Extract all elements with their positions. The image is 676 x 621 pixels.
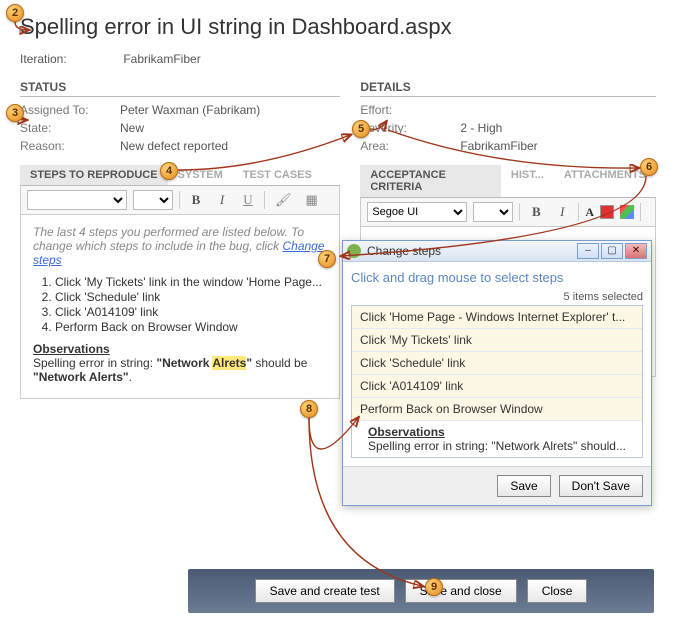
reason-value: New defect reported — [120, 139, 228, 153]
steps-editor[interactable]: The last 4 steps you performed are liste… — [20, 215, 340, 399]
severity-value: 2 - High — [460, 121, 502, 135]
callout-6: 6 — [640, 158, 658, 176]
obs-period: . — [129, 370, 132, 384]
dlg-step-5[interactable]: Perform Back on Browser Window — [352, 398, 642, 421]
obs-after: should be — [252, 356, 307, 370]
close-button[interactable]: ✕ — [625, 243, 647, 259]
minimize-button[interactable]: – — [577, 243, 599, 259]
callout-2: 2 — [6, 4, 24, 22]
dlg-dontsave-button[interactable]: Don't Save — [559, 475, 643, 497]
save-create-test-button[interactable]: Save and create test — [255, 579, 395, 603]
tab-steps[interactable]: STEPS TO REPRODUCE — [20, 165, 168, 185]
sep — [519, 203, 520, 221]
callout-3: 3 — [6, 104, 24, 122]
effort-label: Effort: — [360, 103, 460, 117]
underline-button[interactable]: U — [238, 190, 258, 210]
observations-header: Observations — [33, 342, 327, 356]
area-label: Area: — [360, 139, 460, 153]
severity-row: Severity: 2 - High — [360, 121, 656, 135]
highlight-icon[interactable] — [620, 205, 634, 219]
status-header: STATUS — [20, 80, 340, 97]
callout-5: 5 — [352, 120, 370, 138]
dlg-save-button[interactable]: Save — [497, 475, 550, 497]
reason-label: Reason: — [20, 139, 120, 153]
toolbar-right: Segoe UI B I A — [360, 198, 656, 227]
area-value: FabrikamFiber — [460, 139, 537, 153]
assigned-row: Assigned To: Peter Waxman (Fabrikam) — [20, 103, 340, 117]
maximize-button[interactable]: ▢ — [601, 243, 623, 259]
steps-list: Click 'My Tickets' link in the window 'H… — [55, 275, 327, 334]
step-1: Click 'My Tickets' link in the window 'H… — [55, 275, 327, 289]
assigned-value: Peter Waxman (Fabrikam) — [120, 103, 260, 117]
details-header: DETAILS — [360, 80, 656, 97]
obs-prefix: Spelling error in string: — [33, 356, 156, 370]
step-3: Click 'A014109' link — [55, 305, 327, 319]
dialog-steps-list[interactable]: Click 'Home Page - Windows Internet Expl… — [351, 305, 643, 458]
italic-button-r[interactable]: I — [552, 202, 572, 222]
callout-7: 7 — [318, 250, 336, 268]
sep — [640, 203, 641, 221]
bold-button-r[interactable]: B — [526, 202, 546, 222]
tab-acceptance[interactable]: ACCEPTANCE CRITERIA — [360, 165, 501, 197]
obs-q2: "Network Alerts" — [33, 370, 129, 384]
obs-misspell: Alrets — [212, 356, 246, 370]
fontcolor-icon[interactable]: A — [585, 205, 594, 220]
font-select-left[interactable] — [27, 190, 127, 210]
toolbar-left: B I U 🖌 ▦ — [20, 186, 340, 215]
dlg-step-1[interactable]: Click 'Home Page - Windows Internet Expl… — [352, 306, 642, 329]
severity-label: Severity: — [360, 121, 460, 135]
iteration-row: Iteration: FabrikamFiber — [20, 52, 656, 66]
reason-row: Reason: New defect reported — [20, 139, 340, 153]
image-button[interactable]: ▦ — [302, 190, 322, 210]
bottom-action-bar: Save and create test Save and close Clos… — [188, 569, 654, 613]
tabs-left: STEPS TO REPRODUCE SYSTEM TEST CASES — [20, 165, 340, 186]
save-close-button[interactable]: Save and close — [405, 579, 517, 603]
close-main-button[interactable]: Close — [527, 579, 588, 603]
callout-8: 8 — [300, 400, 318, 418]
step-2: Click 'Schedule' link — [55, 290, 327, 304]
callout-4: 4 — [160, 162, 178, 180]
paint-button[interactable]: 🖌 — [271, 190, 296, 210]
dlg-step-4[interactable]: Click 'A014109' link — [352, 375, 642, 398]
state-label: State: — [20, 121, 120, 135]
dlg-step-3[interactable]: Click 'Schedule' link — [352, 352, 642, 375]
fontcolor-swatch[interactable] — [600, 205, 614, 219]
dlg-obs-line: Spelling error in string: "Network Alret… — [368, 439, 626, 453]
sep — [179, 191, 180, 209]
iteration-value: FabrikamFiber — [123, 52, 200, 66]
font-select-right[interactable]: Segoe UI — [367, 202, 467, 222]
change-steps-dialog: Change steps – ▢ ✕ Click and drag mouse … — [342, 240, 652, 506]
tabs-right: ACCEPTANCE CRITERIA HIST... ATTACHMENTS — [360, 165, 656, 198]
hint-text: The last 4 steps you performed are liste… — [33, 225, 304, 253]
size-select-left[interactable] — [133, 190, 173, 210]
app-icon — [347, 244, 361, 258]
bold-button[interactable]: B — [186, 190, 206, 210]
page-title: Spelling error in UI string in Dashboard… — [20, 14, 656, 40]
size-select-right[interactable] — [473, 202, 513, 222]
obs-q1: "Network — [156, 356, 212, 370]
area-row: Area: FabrikamFiber — [360, 139, 656, 153]
state-value: New — [120, 121, 144, 135]
sep — [578, 203, 579, 221]
step-4: Perform Back on Browser Window — [55, 320, 327, 334]
iteration-label: Iteration: — [20, 52, 120, 66]
sep — [264, 191, 265, 209]
dialog-title: Change steps — [367, 244, 441, 258]
tab-testcases[interactable]: TEST CASES — [233, 165, 322, 185]
assigned-label: Assigned To: — [20, 103, 120, 117]
dialog-count: 5 items selected — [351, 291, 643, 303]
dlg-step-2[interactable]: Click 'My Tickets' link — [352, 329, 642, 352]
tab-history[interactable]: HIST... — [501, 165, 554, 197]
italic-button[interactable]: I — [212, 190, 232, 210]
callout-9: 9 — [425, 578, 443, 596]
dialog-instruction: Click and drag mouse to select steps — [351, 270, 643, 285]
observations-line: Spelling error in string: "Network Alret… — [33, 356, 327, 384]
state-row: State: New — [20, 121, 340, 135]
effort-row: Effort: — [360, 103, 656, 117]
dlg-obs-header: Observations — [368, 425, 626, 439]
editor-hint: The last 4 steps you performed are liste… — [33, 225, 327, 267]
dialog-titlebar[interactable]: Change steps – ▢ ✕ — [343, 241, 651, 262]
